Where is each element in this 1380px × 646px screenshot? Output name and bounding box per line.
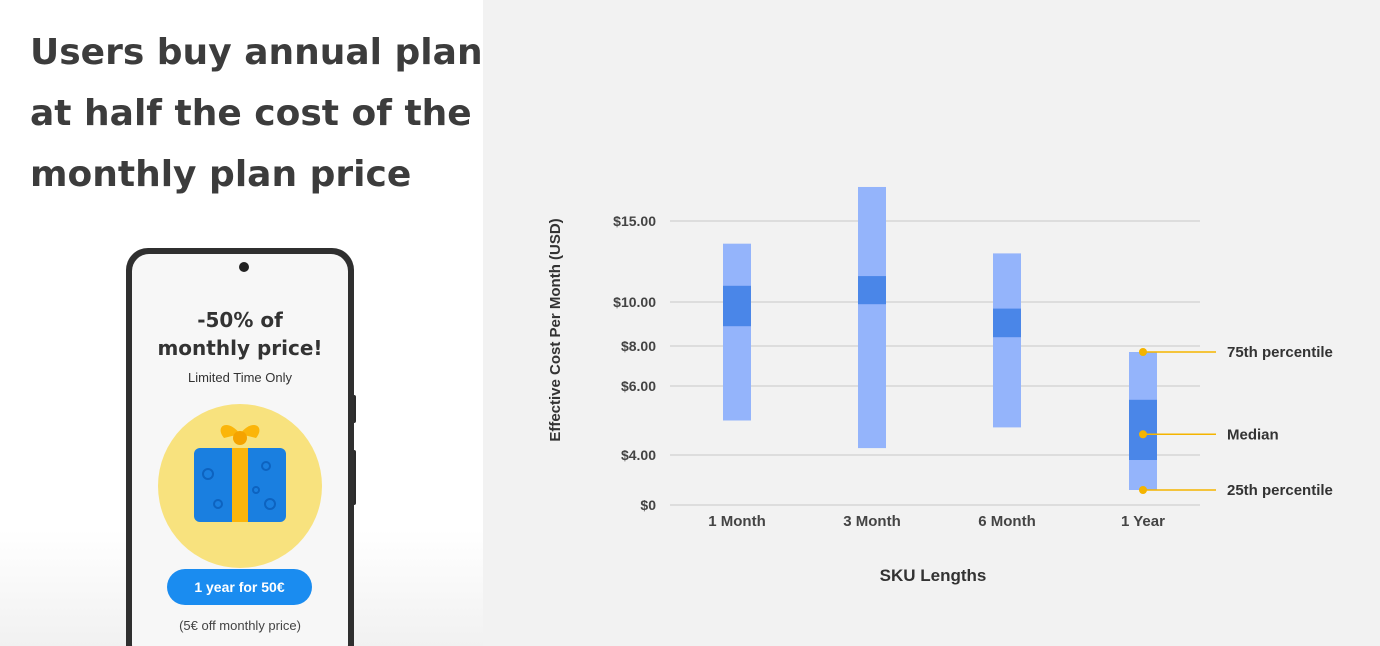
annotation-dot — [1139, 430, 1147, 439]
gift-icon — [194, 425, 286, 522]
headline-line: monthly plan price — [30, 154, 412, 195]
right-panel — [483, 0, 1380, 646]
headline-line: at half the cost of the — [30, 93, 472, 134]
annotation-dot — [1139, 486, 1147, 494]
slide-headline: Users buy annual plan at half the cost o… — [30, 22, 483, 205]
annotation-label: Median — [1227, 426, 1279, 443]
x-tick-label: 1 Year — [1121, 513, 1165, 530]
promo-title-line: -50% of — [197, 308, 283, 332]
range-chart: $0 $4.00 $6.00 $8.00 $10.00 $15.00 Effective C… — [547, 186, 1333, 585]
median-bar — [723, 285, 751, 327]
y-axis-label: Effective Cost Per Month (USD) — [547, 218, 564, 441]
x-tick-label: 6 Month — [978, 513, 1036, 530]
x-axis-label: SKU Lengths — [880, 566, 987, 585]
phone-mockup: -50% of monthly price! Limited Time Only — [126, 248, 354, 646]
range-bar — [993, 253, 1021, 428]
cta-note: (5€ off monthly price) — [179, 618, 301, 633]
annotation-label: 25th percentile — [1227, 482, 1333, 499]
left-panel: Users buy annual plan at half the cost o… — [0, 0, 483, 646]
median-bar — [1129, 399, 1157, 460]
x-tick-label: 3 Month — [843, 513, 901, 530]
x-tick-label: 1 Month — [708, 513, 766, 530]
median-bar — [858, 276, 886, 305]
y-tick-label: $0 — [640, 497, 656, 513]
camera-icon — [239, 262, 249, 272]
phone-screen: -50% of monthly price! Limited Time Only — [132, 254, 348, 646]
median-bar — [993, 308, 1021, 338]
promo-subtitle: Limited Time Only — [187, 370, 293, 385]
y-tick-label: $4.00 — [621, 447, 656, 463]
annotation-dot — [1139, 348, 1147, 356]
y-tick-label: $8.00 — [621, 338, 656, 354]
range-bar — [858, 186, 886, 449]
range-bar — [723, 243, 751, 421]
phone-side-button — [352, 450, 356, 505]
promo-title-line: monthly price! — [157, 336, 323, 360]
y-tick-label: $15.00 — [613, 213, 656, 229]
y-tick-label: $6.00 — [621, 378, 656, 394]
annotation-label: 75th percentile — [1227, 344, 1333, 361]
promo-title: -50% of monthly price! — [132, 306, 348, 362]
cta-button[interactable]: 1 year for 50€ — [167, 569, 312, 605]
phone-side-button — [352, 395, 356, 423]
headline-line: Users buy annual plan — [30, 32, 483, 73]
y-tick-label: $10.00 — [613, 294, 656, 310]
